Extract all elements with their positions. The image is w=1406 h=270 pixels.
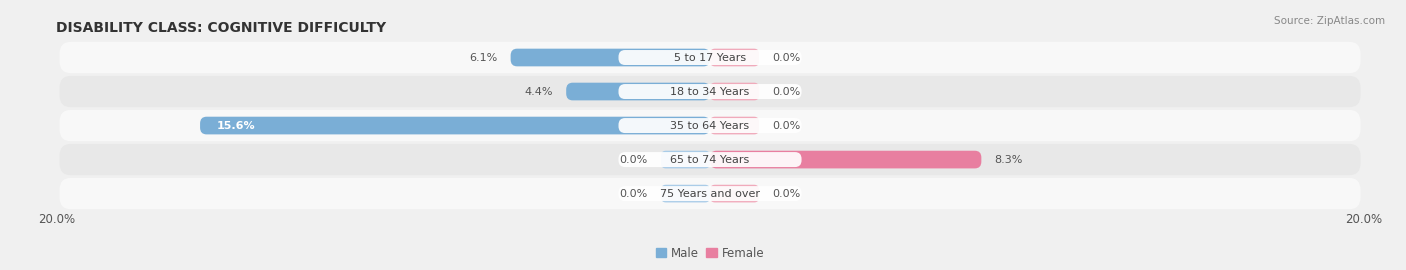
Text: 65 to 74 Years: 65 to 74 Years bbox=[671, 154, 749, 165]
Text: 0.0%: 0.0% bbox=[772, 86, 800, 97]
Text: 6.1%: 6.1% bbox=[470, 52, 498, 63]
Text: 15.6%: 15.6% bbox=[217, 120, 254, 131]
Text: 0.0%: 0.0% bbox=[772, 52, 800, 63]
Text: 8.3%: 8.3% bbox=[994, 154, 1022, 165]
FancyBboxPatch shape bbox=[619, 84, 801, 99]
FancyBboxPatch shape bbox=[619, 186, 801, 201]
Text: 0.0%: 0.0% bbox=[772, 120, 800, 131]
FancyBboxPatch shape bbox=[710, 185, 759, 202]
FancyBboxPatch shape bbox=[710, 83, 759, 100]
Text: Source: ZipAtlas.com: Source: ZipAtlas.com bbox=[1274, 16, 1385, 26]
Text: 4.4%: 4.4% bbox=[524, 86, 553, 97]
FancyBboxPatch shape bbox=[710, 117, 759, 134]
Text: 75 Years and over: 75 Years and over bbox=[659, 188, 761, 199]
FancyBboxPatch shape bbox=[567, 83, 710, 100]
Legend: Male, Female: Male, Female bbox=[651, 242, 769, 264]
FancyBboxPatch shape bbox=[619, 50, 801, 65]
Text: 0.0%: 0.0% bbox=[620, 154, 648, 165]
Text: 18 to 34 Years: 18 to 34 Years bbox=[671, 86, 749, 97]
Text: 5 to 17 Years: 5 to 17 Years bbox=[673, 52, 747, 63]
FancyBboxPatch shape bbox=[59, 42, 1361, 73]
FancyBboxPatch shape bbox=[661, 185, 710, 202]
FancyBboxPatch shape bbox=[710, 49, 759, 66]
Text: 35 to 64 Years: 35 to 64 Years bbox=[671, 120, 749, 131]
Text: 0.0%: 0.0% bbox=[620, 188, 648, 199]
FancyBboxPatch shape bbox=[619, 118, 801, 133]
FancyBboxPatch shape bbox=[510, 49, 710, 66]
FancyBboxPatch shape bbox=[59, 144, 1361, 175]
FancyBboxPatch shape bbox=[200, 117, 710, 134]
Text: 0.0%: 0.0% bbox=[772, 188, 800, 199]
FancyBboxPatch shape bbox=[59, 178, 1361, 209]
Text: DISABILITY CLASS: COGNITIVE DIFFICULTY: DISABILITY CLASS: COGNITIVE DIFFICULTY bbox=[56, 21, 387, 35]
FancyBboxPatch shape bbox=[710, 151, 981, 168]
FancyBboxPatch shape bbox=[661, 151, 710, 168]
FancyBboxPatch shape bbox=[59, 110, 1361, 141]
FancyBboxPatch shape bbox=[59, 76, 1361, 107]
FancyBboxPatch shape bbox=[619, 152, 801, 167]
